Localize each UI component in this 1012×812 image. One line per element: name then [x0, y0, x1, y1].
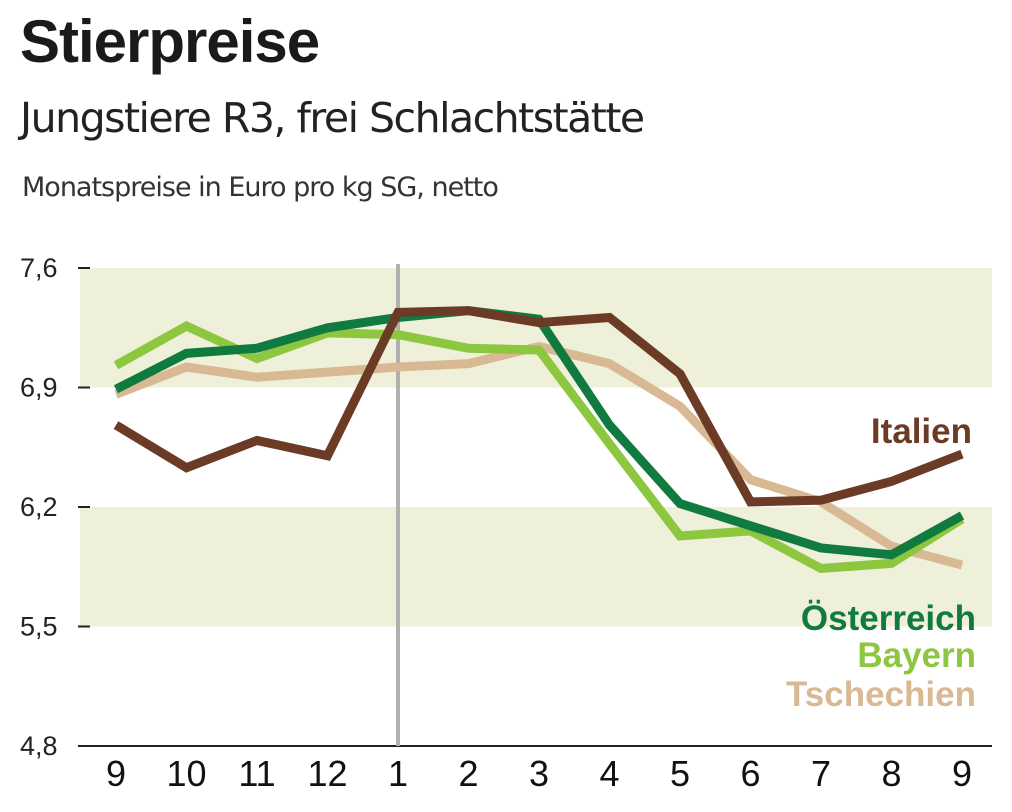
- x-tick-label: 12: [307, 753, 347, 794]
- x-tick-label: 9: [952, 753, 972, 794]
- series-line-italien: [113, 306, 964, 507]
- grid-band-1: [80, 268, 992, 388]
- x-tick-label: 11: [238, 753, 275, 794]
- legend-label-oesterreich: Österreich: [801, 599, 976, 638]
- y-tick-label: 6,9: [20, 373, 58, 403]
- y-tick-label: 6,2: [20, 492, 58, 522]
- x-tick-label: 6: [740, 753, 760, 794]
- x-tick-label: 4: [599, 753, 619, 794]
- chart-subtitle: Jungstiere R3, frei Schlachtstätte: [20, 94, 645, 142]
- series-line-bayern: [113, 321, 965, 574]
- grid-bands: [80, 268, 992, 627]
- y-tick-label: 7,6: [20, 253, 58, 283]
- x-tick-label: 10: [166, 753, 206, 794]
- y-tick-label: 5,5: [20, 612, 58, 642]
- x-tick-label: 8: [881, 753, 901, 794]
- legend-label-bayern: Bayern: [857, 636, 976, 675]
- series-lines: [113, 306, 965, 574]
- x-tick-label: 1: [388, 753, 408, 794]
- x-tick-label: 2: [458, 753, 478, 794]
- x-tick-label: 9: [106, 753, 126, 794]
- legend-label-tschechien: Tschechien: [786, 675, 976, 714]
- x-axis-ticks: 9 10 11 12 1 2 3 4 5 6 7 8 9: [106, 753, 972, 794]
- x-tick-label: 3: [529, 753, 549, 794]
- y-axis-unit-label: Monatspreise in Euro pro kg SG, netto: [22, 172, 499, 203]
- y-axis-ticks: 7,6 6,9 6,2 5,5 4,8: [20, 253, 90, 761]
- y-tick-label: 4,8: [20, 731, 58, 761]
- legend-label-italien: Italien: [871, 412, 972, 451]
- x-tick-label: 5: [670, 753, 690, 794]
- chart-title: Stierpreise: [20, 8, 320, 75]
- x-tick-label: 7: [811, 753, 831, 794]
